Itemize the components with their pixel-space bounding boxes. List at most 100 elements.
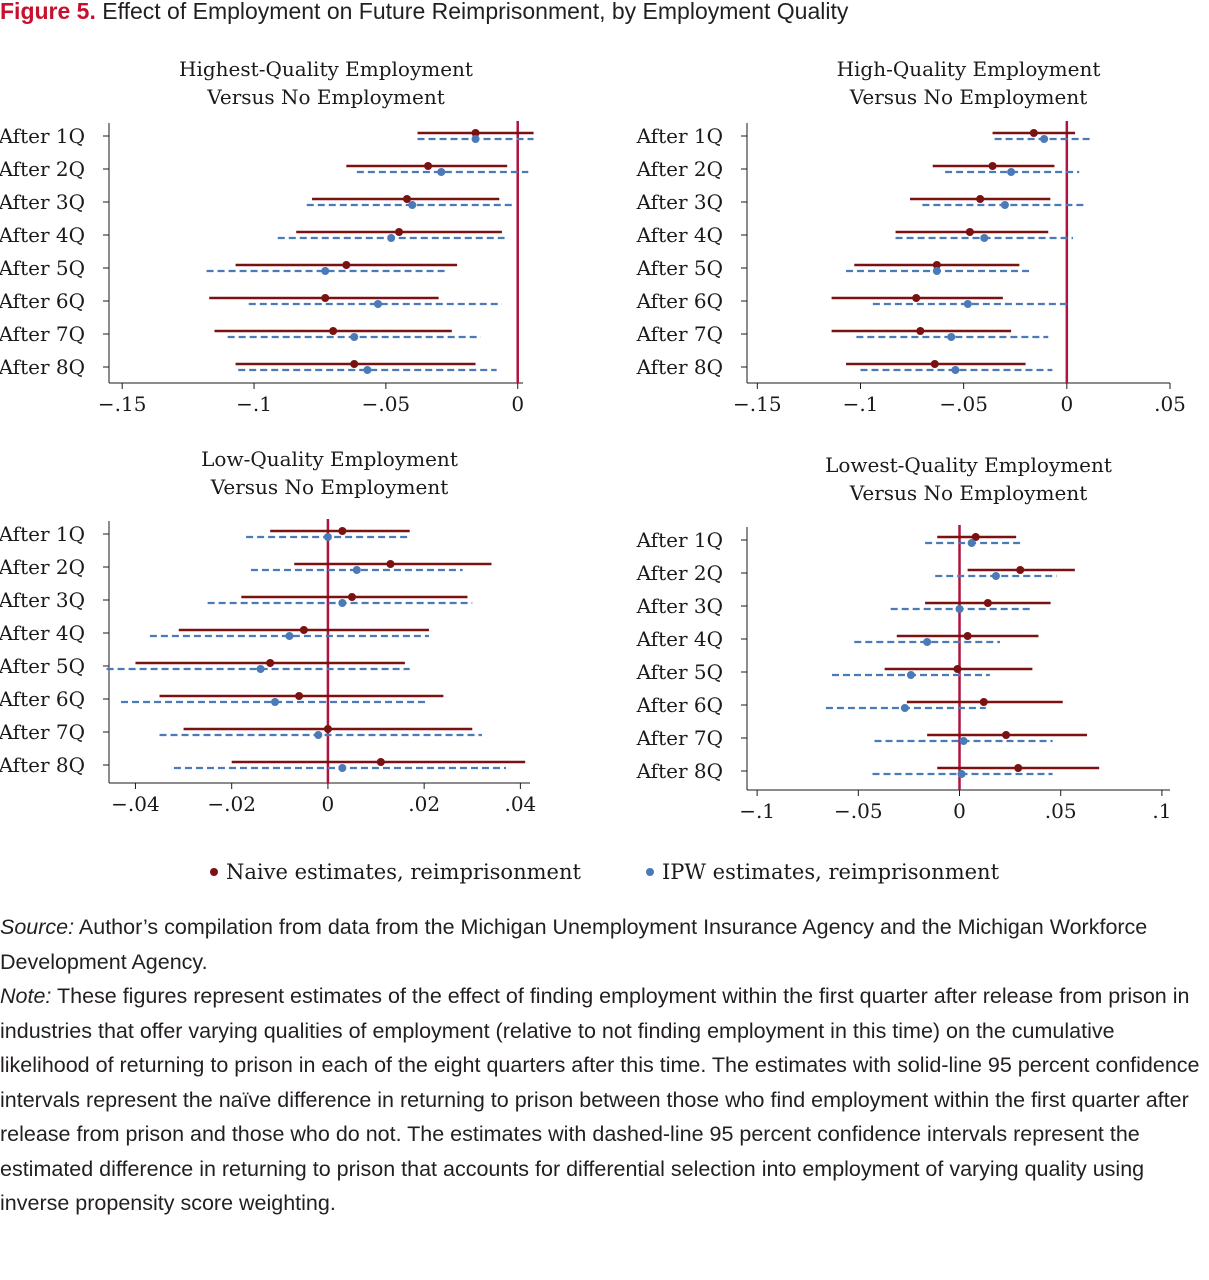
ipw-point	[906, 671, 915, 679]
x-tick-label: .05	[1154, 392, 1186, 416]
ipw-point	[1007, 168, 1016, 176]
naive-point	[1002, 731, 1011, 739]
y-tick-label: After 7Q	[0, 322, 85, 346]
ipw-point	[373, 300, 382, 308]
chart-panel-3: Low-Quality Employment Versus No Employme…	[0, 447, 536, 816]
naive-point	[1029, 129, 1038, 137]
y-tick-label: After 7Q	[636, 322, 723, 346]
y-tick-label: After 7Q	[0, 720, 85, 744]
naive-point	[350, 360, 359, 368]
y-tick-label: After 2Q	[0, 555, 85, 579]
x-tick-label: −.05	[834, 799, 883, 823]
y-tick-label: After 5Q	[0, 256, 85, 280]
x-tick-label: −.04	[111, 792, 160, 816]
x-tick-label: −.1	[236, 392, 272, 416]
chart-panel-1: Highest-Quality Employment Versus No Empl…	[0, 57, 534, 416]
panel-title: Highest-Quality Employment	[179, 57, 473, 81]
naive-point	[347, 593, 356, 601]
ipw-point	[323, 533, 332, 541]
ipw-point	[991, 572, 1000, 580]
legend-item-naive: Naive estimates, reimprisonment	[210, 860, 581, 884]
ipw-point	[957, 770, 966, 778]
naive-point	[965, 228, 974, 236]
y-tick-label: After 4Q	[636, 223, 723, 247]
naive-point	[386, 560, 395, 568]
note-label: Note:	[0, 984, 52, 1008]
naive-point	[471, 129, 480, 137]
y-tick-label: After 1Q	[636, 124, 723, 148]
ipw-point	[321, 267, 330, 275]
x-tick-label: −.1	[843, 392, 879, 416]
y-tick-label: After 8Q	[0, 355, 85, 379]
ipw-point	[338, 599, 347, 607]
y-tick-label: After 3Q	[636, 190, 723, 214]
naive-point	[916, 327, 925, 335]
ipw-point	[951, 366, 960, 374]
panel-title: Versus No Employment	[210, 475, 449, 499]
naive-point	[338, 527, 347, 535]
legend-label-ipw: IPW estimates, reimprisonment	[662, 860, 1000, 884]
naive-point	[299, 626, 308, 634]
ipw-point	[471, 135, 480, 143]
panel-title: Versus No Employment	[849, 481, 1088, 505]
x-tick-label: −.02	[207, 792, 256, 816]
y-tick-label: After 4Q	[0, 223, 85, 247]
y-tick-label: After 2Q	[636, 157, 723, 181]
naive-point	[266, 659, 275, 667]
x-tick-label: 0	[953, 799, 966, 823]
x-tick-label: −.05	[939, 392, 988, 416]
ipw-point	[285, 632, 294, 640]
naive-point	[1016, 566, 1025, 574]
ipw-point	[387, 234, 396, 242]
naive-point	[424, 162, 433, 170]
x-tick-label: 0	[1060, 392, 1073, 416]
figure-notes: Source: Author’s compilation from data f…	[0, 910, 1200, 1221]
panel-title: Low-Quality Employment	[201, 447, 458, 471]
x-tick-label: −.15	[98, 392, 147, 416]
naive-point	[930, 360, 939, 368]
y-tick-label: After 7Q	[636, 726, 723, 750]
ipw-point	[314, 731, 323, 739]
naive-point	[342, 261, 351, 269]
x-tick-label: .02	[408, 792, 440, 816]
x-tick-label: 0	[511, 392, 524, 416]
ipw-point	[350, 333, 359, 341]
ipw-point	[967, 539, 976, 547]
naive-point	[963, 632, 972, 640]
ipw-point	[900, 704, 909, 712]
y-tick-label: After 4Q	[0, 621, 85, 645]
ipw-point	[338, 764, 347, 772]
y-tick-label: After 1Q	[0, 124, 85, 148]
figure-title-text: Effect of Employment on Future Reimpriso…	[102, 0, 849, 24]
ipw-point	[1040, 135, 1049, 143]
y-tick-label: After 6Q	[636, 289, 723, 313]
figure-label: Figure 5.	[0, 0, 96, 24]
naive-point	[979, 698, 988, 706]
naive-point	[988, 162, 997, 170]
note-paragraph: Note: These figures represent estimates …	[0, 979, 1200, 1221]
x-tick-label: −.05	[362, 392, 411, 416]
legend-label-naive: Naive estimates, reimprisonment	[226, 860, 581, 884]
y-tick-label: After 5Q	[0, 654, 85, 678]
y-tick-label: After 2Q	[0, 157, 85, 181]
ipw-point	[270, 698, 279, 706]
ipw-point	[932, 267, 941, 275]
panel-title: Versus No Employment	[849, 85, 1088, 109]
y-tick-label: After 4Q	[636, 627, 723, 651]
ipw-point	[256, 665, 265, 673]
x-tick-label: .04	[504, 792, 536, 816]
ipw-point	[980, 234, 989, 242]
naive-point	[932, 261, 941, 269]
ipw-point	[408, 201, 417, 209]
source-label: Source:	[0, 915, 75, 939]
ipw-point	[947, 333, 956, 341]
naive-point	[912, 294, 921, 302]
naive-point	[329, 327, 338, 335]
note-text: These figures represent estimates of the…	[0, 984, 1200, 1215]
y-tick-label: After 8Q	[636, 759, 723, 783]
source-text: Author’s compilation from data from the …	[0, 915, 1148, 974]
naive-point	[295, 692, 304, 700]
chart-panel-2: High-Quality Employment Versus No Employm…	[636, 57, 1186, 416]
legend-item-ipw: IPW estimates, reimprisonment	[646, 860, 999, 884]
y-tick-label: After 6Q	[0, 687, 85, 711]
